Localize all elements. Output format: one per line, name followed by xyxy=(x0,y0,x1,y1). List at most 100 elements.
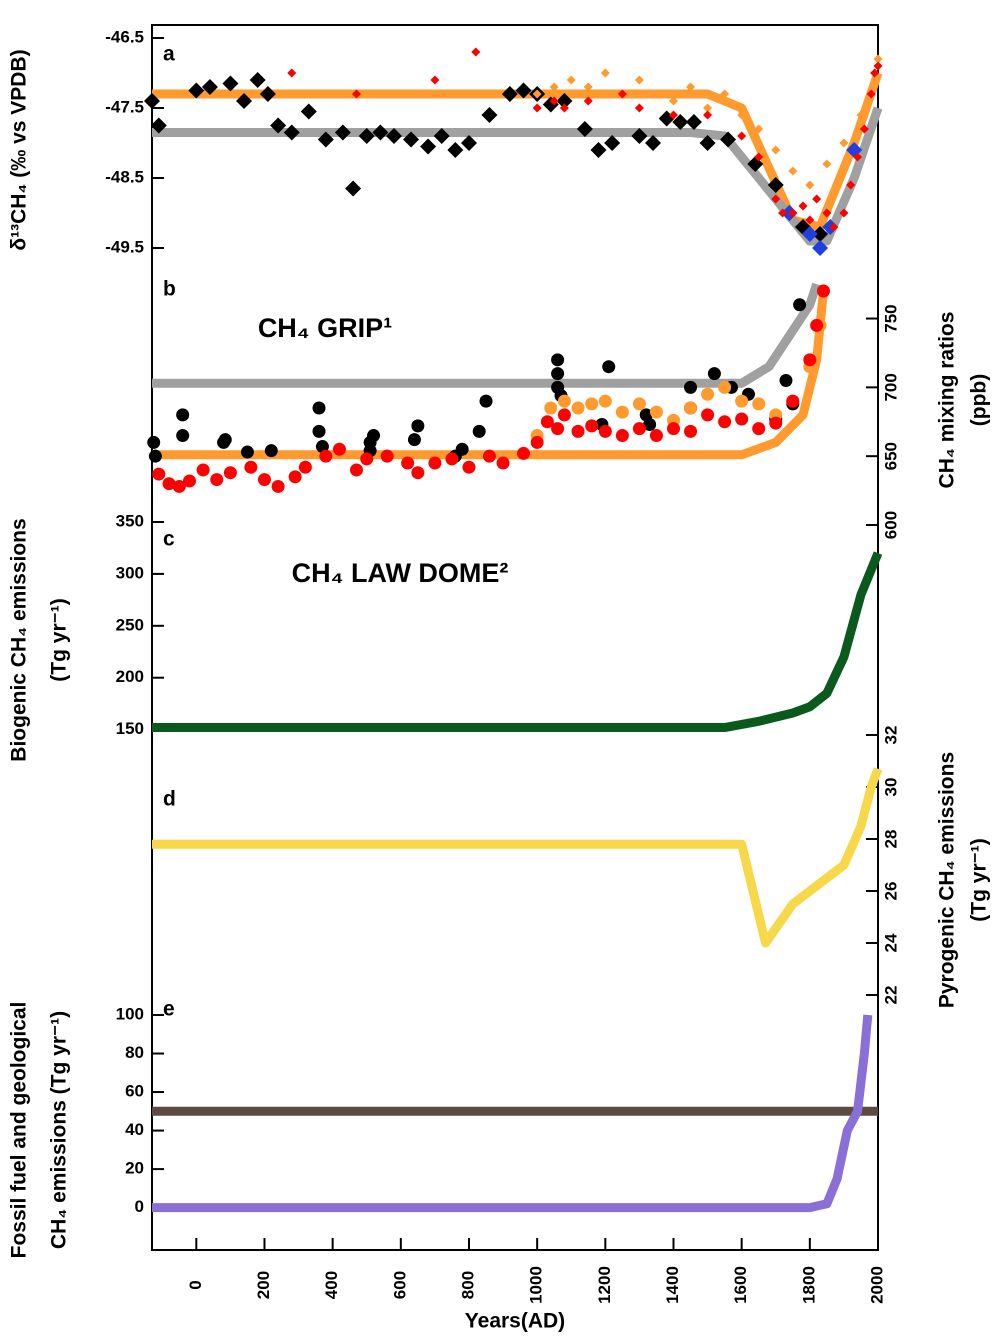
circle-point xyxy=(816,284,830,298)
y-tick-label: 60 xyxy=(125,1082,144,1101)
x-tick-label: 1600 xyxy=(731,1266,750,1304)
small-point xyxy=(651,89,661,99)
diamond-point xyxy=(672,114,689,130)
small-point xyxy=(583,82,593,92)
circle-point xyxy=(152,467,166,481)
circle-point xyxy=(769,416,783,430)
small-point xyxy=(839,208,849,218)
small-point xyxy=(737,131,747,141)
y-tick-label: 32 xyxy=(881,726,900,745)
circle-point xyxy=(810,318,824,332)
small-point xyxy=(771,194,781,204)
circle-point xyxy=(472,424,486,438)
small-point xyxy=(771,145,781,155)
diamond-point xyxy=(283,124,300,141)
circle-point xyxy=(462,460,476,474)
circle-point xyxy=(257,473,271,487)
small-point xyxy=(788,166,798,176)
small-point xyxy=(703,103,713,113)
circle-point xyxy=(649,429,663,443)
circle-point xyxy=(176,429,190,443)
y-tick-label: -49.5 xyxy=(105,237,144,256)
circle-point xyxy=(147,435,161,449)
small-point xyxy=(778,208,788,218)
small-point xyxy=(720,89,730,99)
circle-point xyxy=(615,429,629,443)
y-tick-label: 250 xyxy=(116,615,144,634)
y-tick-label: 22 xyxy=(881,986,900,1005)
small-point xyxy=(805,215,815,225)
circle-point xyxy=(602,360,616,374)
circle-point xyxy=(319,449,333,463)
diamond-point xyxy=(699,135,716,151)
small-point xyxy=(873,61,883,71)
circle-point xyxy=(271,479,285,493)
y-tick-label: 40 xyxy=(125,1120,144,1139)
y-axis-label: Biogenic CH₄ emissions xyxy=(8,518,31,761)
circle-point xyxy=(517,446,531,460)
circle-point xyxy=(482,449,496,463)
small-point xyxy=(430,75,440,85)
x-tick-label: 200 xyxy=(254,1271,273,1299)
x-tick-label: 2000 xyxy=(867,1266,886,1304)
diamond-point xyxy=(249,72,266,88)
y-tick-label: 650 xyxy=(881,442,900,470)
diamond-point xyxy=(604,135,621,151)
diamond-point xyxy=(590,142,607,158)
x-tick-label: 400 xyxy=(322,1271,341,1299)
circle-point xyxy=(332,442,346,456)
small-point xyxy=(583,96,593,106)
y-tick-label: 0 xyxy=(135,1197,144,1216)
x-axis-label: Years(AD) xyxy=(465,1310,565,1333)
circle-point xyxy=(684,380,698,394)
circle-point xyxy=(666,422,680,436)
circle-point xyxy=(411,419,425,433)
data-line xyxy=(152,767,883,948)
diamond-point xyxy=(372,124,389,141)
small-point xyxy=(846,180,856,190)
data-line xyxy=(152,1014,873,1213)
x-tick-label: 800 xyxy=(458,1271,477,1299)
circle-point xyxy=(793,298,807,312)
y-tick-label: 30 xyxy=(881,778,900,797)
diamond-point xyxy=(501,86,518,102)
x-tick-label: 0 xyxy=(186,1280,205,1289)
circle-point xyxy=(380,449,394,463)
y-axis-label: CH₄ mixing ratios xyxy=(936,312,959,489)
small-point xyxy=(866,89,876,99)
circle-point xyxy=(571,401,585,415)
circle-point xyxy=(162,477,176,491)
circle-point xyxy=(598,394,612,408)
circle-point xyxy=(264,444,278,458)
diamond-point xyxy=(631,128,648,144)
y-axis-label: (Tg yr⁻¹) xyxy=(968,838,991,921)
panel-letter: d xyxy=(163,788,176,811)
small-point xyxy=(549,96,559,106)
circle-point xyxy=(551,367,565,381)
circle-point xyxy=(148,449,162,463)
circle-point xyxy=(479,394,493,408)
circle-point xyxy=(779,373,793,387)
y-tick-label: -48.5 xyxy=(105,167,144,186)
small-point xyxy=(805,180,815,190)
small-point xyxy=(471,47,481,57)
circle-point xyxy=(496,456,510,470)
circle-point xyxy=(455,442,469,456)
diamond-point xyxy=(481,107,498,123)
circle-point xyxy=(735,412,749,426)
circle-point xyxy=(540,415,554,429)
small-point xyxy=(822,159,832,169)
circle-point xyxy=(312,424,326,438)
small-point xyxy=(352,89,362,99)
diamond-point xyxy=(144,93,160,109)
small-point xyxy=(873,54,883,64)
circle-point xyxy=(615,405,629,419)
circle-point xyxy=(571,424,585,438)
annotation: CH₄ LAW DOME² xyxy=(292,558,509,588)
diamond-point xyxy=(685,114,702,130)
circle-point xyxy=(701,387,715,401)
circle-point xyxy=(172,479,186,493)
diamond-point xyxy=(556,93,573,109)
circle-point xyxy=(557,408,571,422)
circle-point xyxy=(445,452,459,466)
